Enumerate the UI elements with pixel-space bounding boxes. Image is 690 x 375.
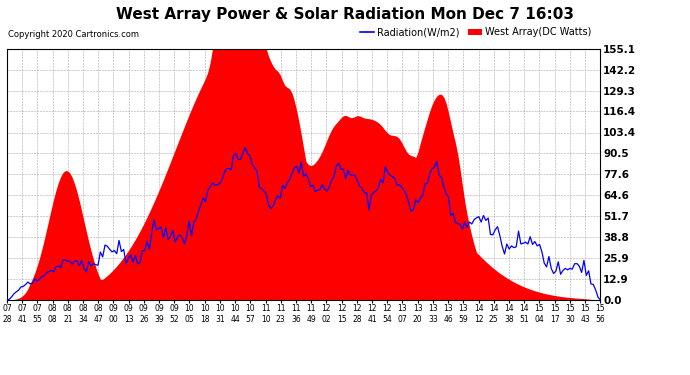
Legend: Radiation(W/m2), West Array(DC Watts): Radiation(W/m2), West Array(DC Watts) — [356, 24, 595, 41]
Text: West Array Power & Solar Radiation Mon Dec 7 16:03: West Array Power & Solar Radiation Mon D… — [116, 8, 574, 22]
Text: Copyright 2020 Cartronics.com: Copyright 2020 Cartronics.com — [8, 30, 139, 39]
